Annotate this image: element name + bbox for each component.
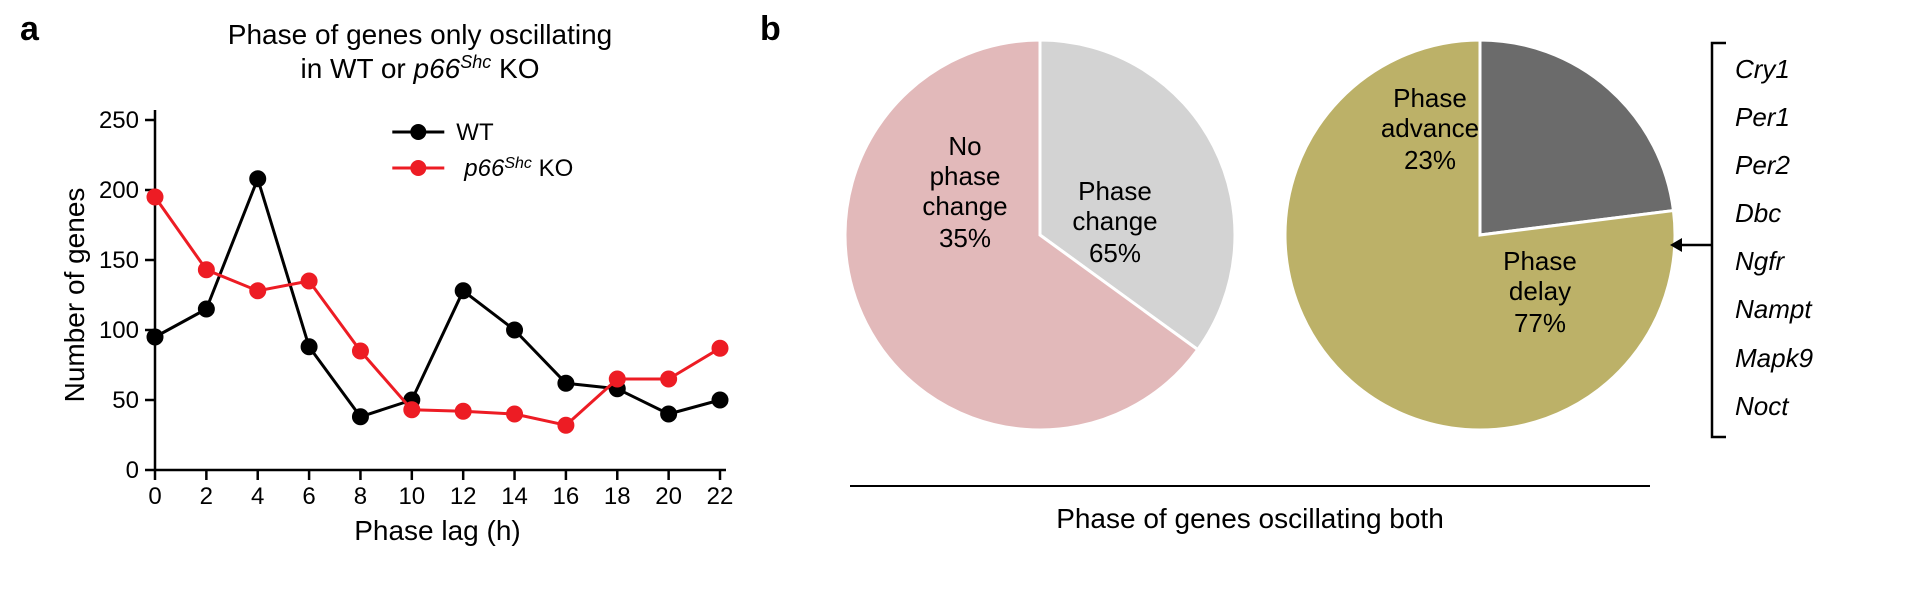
gene-item: Cry1 xyxy=(1735,45,1813,93)
panel-b: Nophasechange35%Phasechange65% Phaseadva… xyxy=(780,25,1880,585)
svg-text:in WT or p66Shc KO: in WT or p66Shc KO xyxy=(300,52,539,84)
svg-text:12: 12 xyxy=(450,483,477,510)
svg-text:WT: WT xyxy=(456,119,494,146)
figure: a Phase of genes only oscillatingin WT o… xyxy=(0,0,1920,605)
svg-text:18: 18 xyxy=(604,483,631,510)
gene-list: Cry1Per1Per2DbcNgfrNamptMapk9Noct xyxy=(1735,45,1813,430)
svg-text:200: 200 xyxy=(99,177,139,204)
svg-text:65%: 65% xyxy=(1089,238,1141,268)
gene-item: Ngfr xyxy=(1735,237,1813,285)
svg-text:Phase of genes only oscillati: Phase of genes only oscillating xyxy=(228,20,612,50)
gene-item: Per2 xyxy=(1735,141,1813,189)
svg-text:Phase: Phase xyxy=(1078,176,1152,206)
svg-text:8: 8 xyxy=(354,483,367,510)
gene-item: Nampt xyxy=(1735,285,1813,333)
svg-text:22: 22 xyxy=(707,483,734,510)
svg-text:p66Shc KO: p66Shc KO xyxy=(463,155,573,183)
panel-b-caption-rule xyxy=(850,485,1650,487)
panel-a-label: a xyxy=(20,10,39,49)
svg-text:advance: advance xyxy=(1381,113,1479,143)
svg-text:Number of genes: Number of genes xyxy=(60,188,90,403)
svg-text:Phase lag (h): Phase lag (h) xyxy=(354,515,521,546)
svg-text:6: 6 xyxy=(302,483,315,510)
panel-b-label: b xyxy=(760,10,781,49)
svg-text:change: change xyxy=(922,191,1007,221)
svg-text:0: 0 xyxy=(148,483,161,510)
svg-text:100: 100 xyxy=(99,317,139,344)
svg-text:No: No xyxy=(948,131,981,161)
svg-text:250: 250 xyxy=(99,107,139,134)
svg-text:77%: 77% xyxy=(1514,308,1566,338)
svg-text:Phase: Phase xyxy=(1393,83,1467,113)
pies-row: Nophasechange35%Phasechange65% Phaseadva… xyxy=(780,25,1880,465)
svg-text:2: 2 xyxy=(200,483,213,510)
svg-text:20: 20 xyxy=(655,483,682,510)
pie-phase-change: Nophasechange35%Phasechange65% xyxy=(830,25,1250,445)
svg-text:0: 0 xyxy=(126,457,139,484)
svg-text:change: change xyxy=(1072,206,1157,236)
svg-text:Phase: Phase xyxy=(1503,246,1577,276)
gene-item: Dbc xyxy=(1735,189,1813,237)
svg-text:35%: 35% xyxy=(939,223,991,253)
svg-text:phase: phase xyxy=(930,161,1001,191)
svg-text:23%: 23% xyxy=(1404,145,1456,175)
pie-advance-delay: Phaseadvance23%Phasedelay77% xyxy=(1270,25,1690,445)
line-chart: Phase of genes only oscillatingin WT or … xyxy=(60,20,740,550)
svg-text:50: 50 xyxy=(112,387,139,414)
panel-b-caption: Phase of genes oscillating both xyxy=(780,503,1720,535)
svg-text:4: 4 xyxy=(251,483,264,510)
panel-a: Phase of genes only oscillatingin WT or … xyxy=(60,20,740,560)
gene-item: Mapk9 xyxy=(1735,334,1813,382)
svg-text:16: 16 xyxy=(553,483,580,510)
svg-text:10: 10 xyxy=(398,483,425,510)
gene-item: Per1 xyxy=(1735,93,1813,141)
svg-text:14: 14 xyxy=(501,483,528,510)
svg-text:delay: delay xyxy=(1509,276,1571,306)
svg-text:150: 150 xyxy=(99,247,139,274)
gene-item: Noct xyxy=(1735,382,1813,430)
